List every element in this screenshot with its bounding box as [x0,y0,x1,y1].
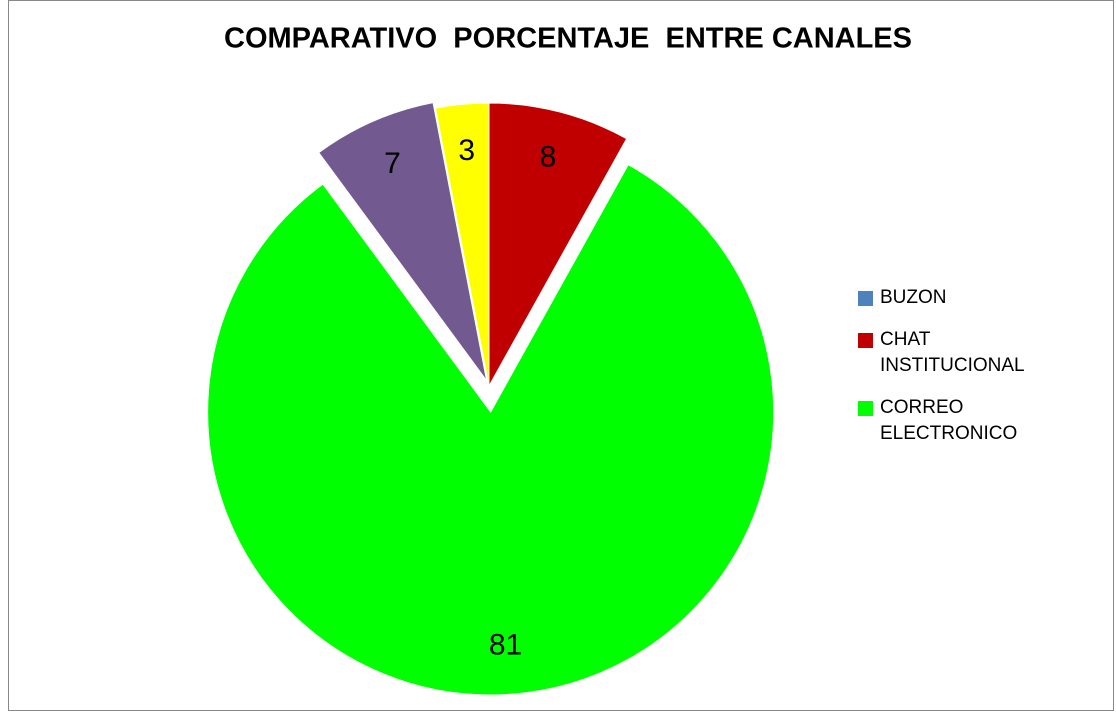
chart-frame [8,0,1114,711]
legend-swatch [858,291,873,306]
legend-swatch [858,401,873,416]
data-label: 3 [458,134,475,167]
data-label: 7 [384,147,401,180]
pie-slice [318,102,488,381]
data-label: 81 [489,628,522,661]
chart-title: COMPARATIVO PORCENTAJE ENTRE CANALES [224,23,912,55]
legend-label: BUZON [880,287,947,308]
legend-item: BUZON [858,285,1018,311]
legend-label: CORREO ELECTRONICO [880,397,1018,444]
pie-slice [488,102,628,388]
data-label: 8 [540,141,557,174]
legend: BUZON CHAT INSTITUCIONAL CORREO ELECTRONIC… [858,285,1025,463]
legend-item: CHAT INSTITUCIONAL [858,327,1025,379]
legend-label: CHAT INSTITUCIONAL [880,329,1025,376]
legend-item: CORREO ELECTRONICO [858,395,1018,447]
pie-slice [434,102,490,387]
legend-swatch [858,333,873,348]
pie-slice [207,163,775,696]
